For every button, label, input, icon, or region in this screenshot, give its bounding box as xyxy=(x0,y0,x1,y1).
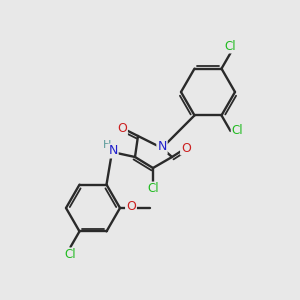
Text: O: O xyxy=(117,122,127,134)
Text: Cl: Cl xyxy=(65,248,76,262)
Text: Cl: Cl xyxy=(225,40,236,52)
Text: H: H xyxy=(103,140,111,150)
Text: O: O xyxy=(126,200,136,212)
Text: N: N xyxy=(157,140,167,154)
Text: Cl: Cl xyxy=(147,182,159,196)
Text: O: O xyxy=(181,142,191,154)
Text: Cl: Cl xyxy=(232,124,243,137)
Text: N: N xyxy=(108,145,118,158)
